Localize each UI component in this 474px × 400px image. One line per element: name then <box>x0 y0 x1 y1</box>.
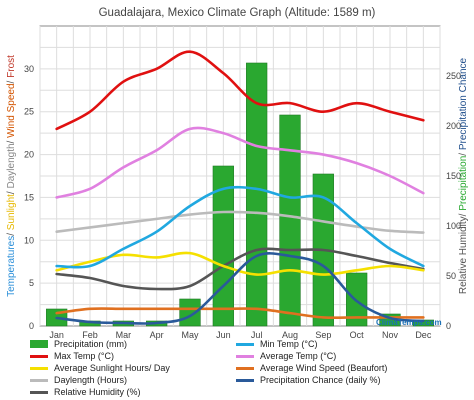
branding-logo: ClimaTemps.com <box>376 318 442 327</box>
axis-label-part: Daylength <box>6 143 17 188</box>
legend-swatch <box>236 343 254 346</box>
right-tick-label: 100 <box>446 221 461 231</box>
axis-label-part: Wind Speed <box>6 83 17 137</box>
left-tick-label: 15 <box>24 192 34 202</box>
left-tick-label: 30 <box>24 64 34 74</box>
right-tick-label: 150 <box>446 171 461 181</box>
x-tick-label: Jul <box>251 330 263 340</box>
right-axis-label-text: Relative Humidity/ Precipitation/ Precip… <box>458 57 469 294</box>
legend-swatch <box>236 355 254 358</box>
legend-swatch <box>30 379 48 382</box>
right-tick-label: 200 <box>446 121 461 131</box>
legend-label: Daylength (Hours) <box>54 375 128 385</box>
left-tick-label: 10 <box>24 235 34 245</box>
precipitation-bar <box>212 165 234 327</box>
legend-label: Precipitation Chance (daily %) <box>260 375 381 385</box>
axes: 0 5 10 15 20 25 30 0 50 100 150 200 250 Jan Feb Mar Apr M… <box>24 64 461 340</box>
left-tick-label: 0 <box>29 321 34 331</box>
x-tick-label: Sep <box>315 330 331 340</box>
x-tick-label: Feb <box>82 330 98 340</box>
series-lines <box>55 50 425 325</box>
right-tick-label: 50 <box>446 271 456 281</box>
right-axis-label: Relative Humidity/ Precipitation/ Precip… <box>458 57 469 294</box>
axis-label-part: / <box>6 230 17 236</box>
axis-label-part: / <box>458 150 469 156</box>
axis-label-part: / <box>6 189 17 195</box>
grid <box>39 25 441 327</box>
legend-label: Average Temp (°C) <box>260 351 337 361</box>
series-line-max-temp-c <box>55 50 425 131</box>
legend-label: Min Temp (°C) <box>260 339 318 349</box>
left-tick-label: 20 <box>24 150 34 160</box>
left-tick-label: 5 <box>29 278 34 288</box>
right-tick-label: 0 <box>446 321 451 331</box>
right-tick-label: 250 <box>446 71 461 81</box>
axis-label-part: / <box>6 78 17 84</box>
chart-title: Guadalajara, Mexico Climate Graph (Altit… <box>99 7 376 19</box>
left-axis-label: Temperatures/ Sunlight/ Daylength/ Wind … <box>6 55 17 297</box>
x-tick-label: Aug <box>282 330 298 340</box>
series-line-precipitation-chance-daily <box>55 252 425 325</box>
x-tick-label: Mar <box>116 330 132 340</box>
x-tick-label: Jan <box>49 330 64 340</box>
axis-label-part: Sunlight <box>6 194 17 230</box>
axis-label-part: Precipitation <box>458 156 469 211</box>
legend-swatch <box>30 340 48 348</box>
series-line-relative-humidity <box>55 247 425 291</box>
legend-swatch <box>30 355 48 358</box>
x-tick-label: Jun <box>216 330 231 340</box>
series-line-average-wind-speed-beaufort <box>55 307 425 320</box>
legend-swatch <box>30 367 48 370</box>
axis-label-part: Precipitation Chance <box>458 57 469 150</box>
x-tick-label: Apr <box>150 330 164 340</box>
legend-swatch <box>236 367 254 370</box>
axis-label-part: / <box>458 211 469 217</box>
legend-swatch <box>30 391 48 394</box>
legend-label: Relative Humidity (%) <box>54 387 141 397</box>
legend-label: Max Temp (°C) <box>54 351 114 361</box>
legend-label: Precipitation (mm) <box>54 339 128 349</box>
x-tick-label: May <box>181 330 199 340</box>
x-tick-label: Nov <box>382 330 399 340</box>
x-tick-label: Oct <box>350 330 365 340</box>
legend-swatch <box>236 379 254 382</box>
axis-label-part: Frost <box>6 55 17 78</box>
x-tick-label: Dec <box>415 330 432 340</box>
series-line-min-temp-c <box>55 185 425 269</box>
left-tick-label: 25 <box>24 107 34 117</box>
legend-label: Average Sunlight Hours/ Day <box>54 363 170 373</box>
axis-label-part: Temperatures <box>6 236 17 297</box>
axis-label-part: / <box>6 138 17 144</box>
legend-label: Average Wind Speed (Beaufort) <box>260 363 388 373</box>
axis-label-part: Relative Humidity <box>458 216 469 294</box>
precipitation-bar <box>279 114 301 327</box>
series-line-average-temp-c <box>55 126 425 199</box>
series-line-average-sunlight-hours-day <box>55 251 425 276</box>
left-axis-label-text: Temperatures/ Sunlight/ Daylength/ Wind … <box>6 55 17 297</box>
